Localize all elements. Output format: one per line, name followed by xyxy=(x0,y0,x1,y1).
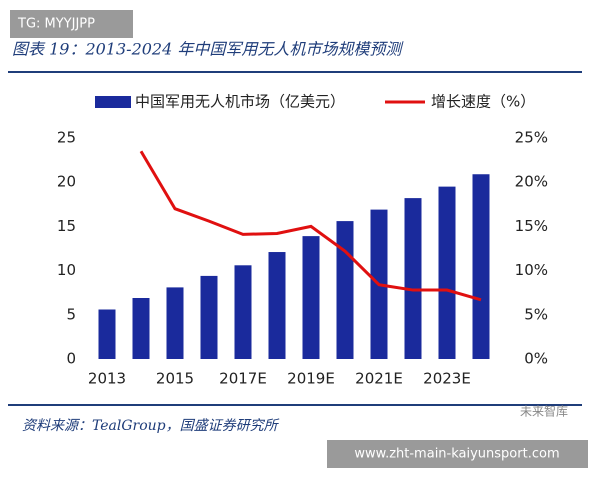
legend-swatch xyxy=(95,96,131,108)
url-box xyxy=(327,440,588,468)
bar xyxy=(404,198,422,359)
y2-tick-label: 10% xyxy=(515,261,548,279)
x-tick-label: 2015 xyxy=(156,370,194,388)
x-tick-label: 2021E xyxy=(355,370,403,388)
y2-tick-label: 0% xyxy=(524,350,548,368)
y-tick-label: 10 xyxy=(57,261,76,279)
y-tick-label: 0 xyxy=(66,350,76,368)
y-tick-label: 25 xyxy=(57,129,76,147)
bar xyxy=(472,174,490,359)
watermark-tag: TG: MYYJJPP xyxy=(17,17,95,32)
bar xyxy=(268,252,286,359)
url-text: www.zht-main-kaiyunsport.com xyxy=(354,447,559,462)
bar xyxy=(98,309,116,359)
bar xyxy=(438,186,456,359)
bar xyxy=(336,221,354,359)
x-tick-label: 2013 xyxy=(88,370,126,388)
watermark-box xyxy=(10,10,133,38)
bar xyxy=(166,287,184,359)
bar xyxy=(302,236,320,359)
y-tick-label: 20 xyxy=(57,173,76,191)
x-tick-label: 2017E xyxy=(219,370,267,388)
source-note: 资料来源：TealGroup，国盛证券研究所 xyxy=(22,418,280,434)
chart-title: 图表 19：2013-2024 年中国军用无人机市场规模预测 xyxy=(12,40,404,59)
y2-tick-label: 5% xyxy=(524,305,548,323)
watermark-brand: 未来智库 xyxy=(520,404,568,419)
legend-label: 增长速度（%） xyxy=(431,93,535,111)
legend-label: 中国军用无人机市场（亿美元） xyxy=(135,93,345,111)
y2-tick-label: 15% xyxy=(515,217,548,235)
bar xyxy=(200,275,218,359)
x-tick-label: 2019E xyxy=(287,370,335,388)
y-tick-label: 5 xyxy=(66,305,76,323)
bar xyxy=(234,265,252,359)
line xyxy=(139,150,482,302)
x-tick-label: 2023E xyxy=(423,370,471,388)
y2-tick-label: 25% xyxy=(515,129,548,147)
y2-tick-label: 20% xyxy=(515,173,548,191)
bar xyxy=(132,298,150,359)
y-tick-label: 15 xyxy=(57,217,76,235)
